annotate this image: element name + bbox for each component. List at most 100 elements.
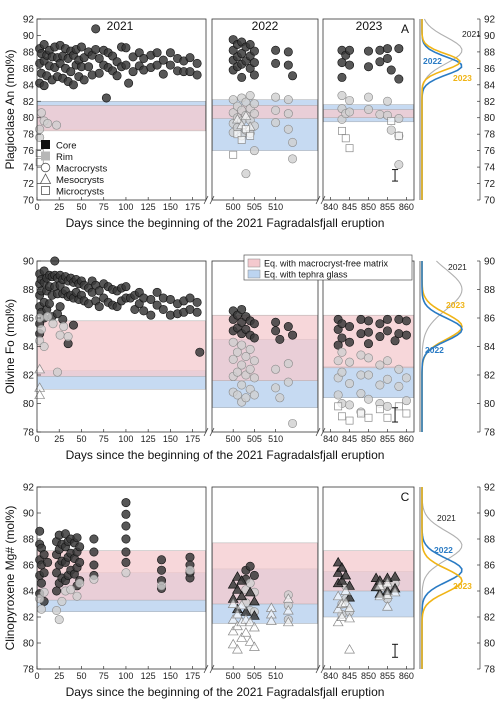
data-point-core-circle [337, 333, 347, 343]
data-point-core-circle [394, 314, 404, 324]
density-curves: 78 80 82 84 86 88 90 2021 2023 2022 [419, 257, 496, 439]
data-point-rim-circle [245, 344, 255, 354]
density-curve-2023 [421, 487, 463, 669]
data-point-rim-square [233, 130, 242, 139]
data-point-core-triangle [232, 571, 243, 581]
data-point-rim-triangle [282, 604, 294, 615]
legend-label: Mesocrysts [56, 175, 104, 186]
x-tick-label: 500 [226, 202, 241, 212]
data-point-rim-triangle [344, 602, 355, 612]
y-axis-label: Olivine Fo (mol%) [3, 299, 17, 394]
data-point-core-circle [271, 45, 281, 55]
density-y-tick-label: 76 [484, 146, 496, 157]
density-y-tick-label: 90 [484, 31, 496, 42]
density-curves: 78 80 82 84 86 88 90 92 2021 2022 2023 [419, 483, 496, 676]
data-point-rim-circle [249, 109, 259, 119]
x-tick-label: 500 [226, 434, 241, 444]
density-curve-label: 2022 [434, 545, 453, 555]
data-point-rim-circle [241, 169, 251, 179]
density-y-tick-label: 90 [484, 509, 496, 520]
data-point-core-circle [84, 62, 94, 72]
data-point-core-circle [394, 44, 404, 54]
data-point-rim-circle [43, 118, 53, 128]
data-point-rim-circle [228, 354, 238, 364]
data-point-core-circle [158, 69, 168, 79]
data-point-core-circle [43, 557, 53, 567]
data-point-core-circle [128, 67, 138, 77]
equilibrium-band-matrix [212, 105, 318, 119]
data-point-core-circle [192, 58, 202, 68]
data-point-rim-circle [63, 332, 73, 342]
x-tick-label: 505 [247, 202, 262, 212]
equilibrium-band-matrix [212, 314, 318, 381]
x-tick-label: 510 [268, 434, 283, 444]
data-point-rim-circle [232, 367, 242, 377]
data-point-core-circle [146, 310, 156, 320]
data-point-rim-circle [283, 109, 293, 119]
data-point-rim-triangle [240, 627, 252, 637]
x-tick-label: 25 [54, 434, 64, 444]
y-tick-label: 82 [23, 371, 35, 382]
data-point-rim-circle [36, 604, 46, 614]
data-point-core-circle [283, 60, 293, 70]
x-tick-label: 505 [247, 434, 262, 444]
data-point-core-circle [128, 52, 138, 62]
data-point-rim-square [35, 158, 44, 167]
data-point-core-circle [192, 297, 202, 307]
data-point-core-circle [363, 339, 373, 349]
x-axis-label: Days since the beginning of the 2021 Fag… [66, 216, 385, 230]
density-y-tick-label: 78 [484, 428, 496, 439]
legend-label: Eq. with tephra glass [264, 270, 348, 280]
data-point-core-circle [363, 46, 373, 56]
legend-marker [40, 162, 51, 173]
panel-plagioclase: 0 25 50 75 100 125 150 175 500 505 510 840 845 850 855… [3, 15, 496, 231]
x-tick-label: 510 [268, 202, 283, 212]
data-point-rim-circle [283, 95, 293, 105]
data-point-rim-square [345, 144, 354, 153]
y-tick-label: 84 [23, 80, 35, 91]
data-point-rim-circle [52, 367, 62, 377]
data-point-core-circle [152, 300, 162, 310]
data-point-rim-circle [356, 389, 366, 399]
data-point-core-circle [382, 53, 392, 63]
data-point-core-circle [249, 319, 259, 329]
data-point-rim-triangle [232, 113, 243, 124]
x-tick-label: 50 [76, 434, 86, 444]
data-point-rim-circle [249, 390, 259, 400]
x-tick-label: 150 [163, 202, 178, 212]
axis-frame-segment [36, 486, 207, 670]
data-point-rim-circle [283, 124, 293, 134]
data-point-core-circle [39, 568, 49, 578]
x-tick-label: 125 [141, 434, 156, 444]
y-tick-label: 90 [23, 31, 35, 42]
data-point-rim-square [383, 413, 392, 422]
data-point-core-triangle [336, 562, 348, 572]
data-point-core-circle [401, 330, 411, 340]
data-point-rim-circle [237, 360, 247, 370]
y-tick-label: 80 [23, 639, 35, 650]
data-point-rim-circle [363, 353, 373, 363]
error-bar [392, 169, 399, 182]
data-point-core-circle [249, 333, 259, 343]
x-tick-label: 840 [323, 202, 338, 212]
x-tick-label: 855 [380, 202, 395, 212]
x-tick-label: 100 [118, 434, 133, 444]
data-point-rim-circle [337, 367, 347, 377]
data-point-rim-circle [375, 380, 385, 390]
data-point-core-circle [39, 550, 49, 560]
x-tick-label: 100 [118, 202, 133, 212]
data-point-core-circle [283, 47, 293, 57]
x-tick-label: 175 [185, 202, 200, 212]
density-y-tick-label: 80 [484, 639, 496, 650]
density-curve-label: 2023 [453, 73, 472, 83]
data-point-rim-circle [245, 364, 255, 374]
density-curve-label: 2023 [446, 300, 465, 310]
error-bar [392, 407, 399, 423]
y-tick-label: 88 [23, 47, 35, 58]
data-point-rim-circle [401, 373, 411, 383]
data-point-core-circle [337, 72, 347, 82]
equilibrium-band-matrix [37, 105, 206, 132]
data-point-rim-circle [52, 605, 62, 615]
data-point-rim-circle [288, 137, 298, 147]
